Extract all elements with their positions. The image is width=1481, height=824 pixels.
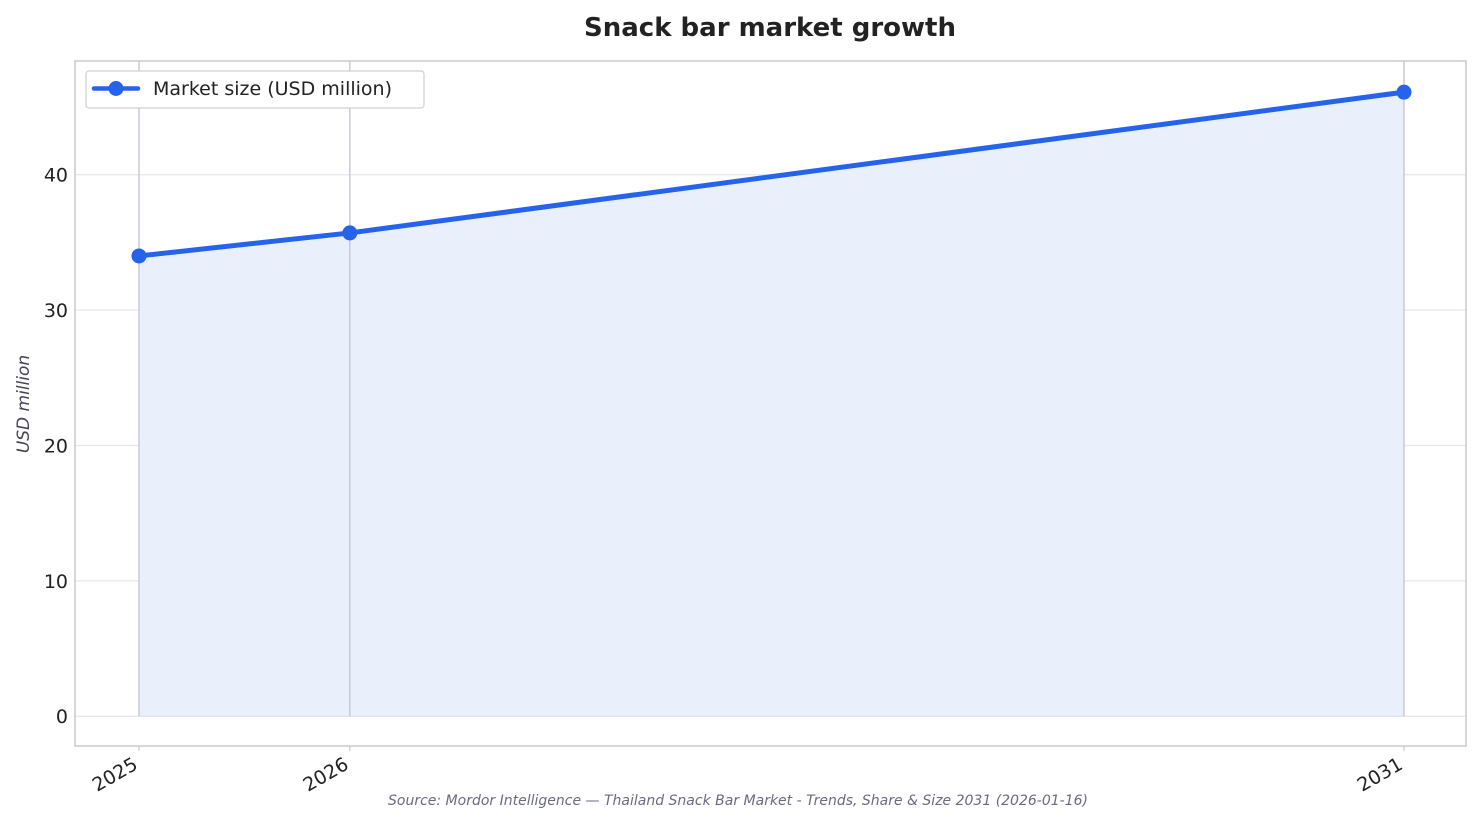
y-tick-label: 0 bbox=[56, 706, 68, 728]
data-point bbox=[1396, 84, 1412, 100]
category-vlines bbox=[138, 61, 1405, 717]
legend: Market size (USD million) bbox=[85, 70, 425, 109]
y-tick-label: 10 bbox=[44, 571, 68, 593]
data-point bbox=[131, 248, 147, 264]
y-axis-label: USD million bbox=[14, 355, 34, 453]
plot-frame bbox=[74, 60, 1467, 747]
chart-title: Snack bar market growth bbox=[584, 13, 956, 43]
y-axis-ticks: 0 10 20 30 40 bbox=[44, 165, 68, 729]
data-points bbox=[131, 84, 1412, 264]
x-tick-label: 2025 bbox=[89, 753, 142, 796]
area-fill-layer bbox=[139, 92, 1404, 717]
x-tick-label: 2026 bbox=[299, 753, 352, 796]
source-note: Source: Mordor Intelligence — Thailand S… bbox=[388, 793, 1088, 809]
y-tick-label: 20 bbox=[44, 435, 68, 457]
data-point bbox=[342, 225, 358, 241]
x-axis-ticks: 2025 2026 2031 bbox=[89, 746, 1407, 797]
x-tick-label: 2031 bbox=[1354, 753, 1407, 796]
y-tick-label: 40 bbox=[44, 165, 68, 187]
y-tick-label: 30 bbox=[44, 300, 68, 322]
legend-marker bbox=[108, 81, 124, 96]
legend-box bbox=[85, 70, 425, 109]
area-fill bbox=[139, 92, 1404, 717]
legend-label: Market size (USD million) bbox=[153, 78, 392, 100]
